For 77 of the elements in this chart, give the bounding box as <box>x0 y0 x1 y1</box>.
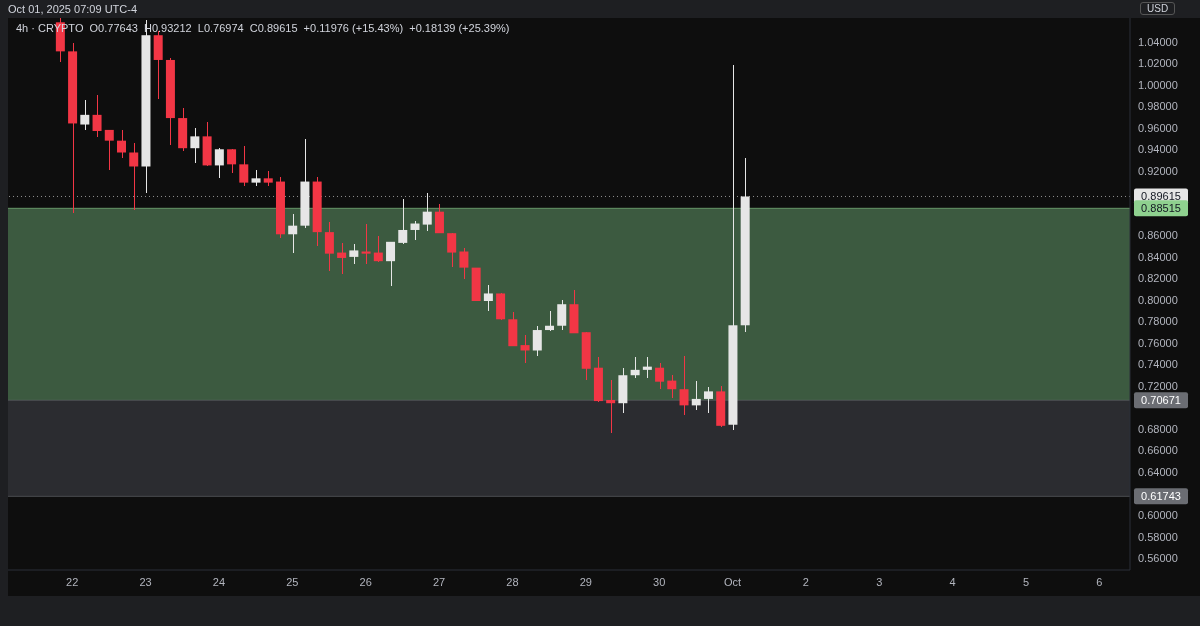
y-tick-label: 0.80000 <box>1138 293 1178 306</box>
candlestick <box>691 379 701 411</box>
x-tick-label: 25 <box>286 575 299 588</box>
y-axis-title: USD <box>1140 2 1176 15</box>
candlestick <box>447 232 457 268</box>
y-tick-label: 0.76000 <box>1138 336 1178 349</box>
y-tick-label: 0.98000 <box>1138 100 1178 113</box>
y-tick-label: 1.04000 <box>1138 35 1178 48</box>
x-tick-label: 24 <box>212 575 226 588</box>
candlestick <box>667 374 677 399</box>
y-tick-label: 0.92000 <box>1138 164 1178 177</box>
ref-line-label: 0.89615 <box>1141 190 1181 203</box>
y-tick-label: 0.86000 <box>1138 229 1178 242</box>
x-tick-label: 28 <box>506 575 519 588</box>
y-tick-label: 1.02000 <box>1138 57 1178 70</box>
x-tick-label: 4 <box>949 575 956 588</box>
candlestick <box>227 148 237 174</box>
y-tick-label: 0.68000 <box>1138 422 1178 435</box>
candlestick <box>545 309 555 332</box>
x-tick-label: 3 <box>876 575 883 588</box>
ref-line-label: 0.88515 <box>1141 202 1181 215</box>
y-tick-label: 0.58000 <box>1138 530 1178 543</box>
y-tick-label: 0.84000 <box>1138 250 1178 263</box>
candlestick <box>373 235 383 264</box>
candlestick <box>422 192 432 232</box>
candlestick <box>337 242 347 275</box>
candlestick <box>324 221 334 272</box>
candlestick <box>642 356 652 380</box>
y-tick-label: 1.00000 <box>1138 78 1178 91</box>
candlestick <box>703 386 713 414</box>
candlestick <box>214 147 224 180</box>
x-tick-label: Oct <box>724 575 742 588</box>
candlestick <box>679 355 689 416</box>
candlestick <box>606 378 616 435</box>
y-tick-label: 0.94000 <box>1138 143 1178 156</box>
candlestick <box>190 127 200 165</box>
x-tick-label: 26 <box>359 575 372 588</box>
x-tick-label: 6 <box>1096 575 1103 588</box>
candlestick <box>520 334 530 365</box>
y-tick-label: 0.64000 <box>1138 465 1178 478</box>
x-tick-label: 23 <box>139 575 152 588</box>
candlestick <box>386 241 396 287</box>
y-tick-label: 0.72000 <box>1138 379 1178 392</box>
candlestick <box>239 145 249 187</box>
y-tick-label: 0.82000 <box>1138 272 1178 285</box>
candlestick <box>410 220 420 241</box>
x-tick-label: 2 <box>802 575 809 588</box>
candlestick <box>288 213 298 254</box>
candlestick <box>117 129 126 159</box>
candlestick <box>92 94 102 139</box>
candlestick <box>398 198 408 245</box>
x-tick-label: 30 <box>653 575 666 588</box>
ref-line-label: 0.70671 <box>1141 394 1181 407</box>
candlestick <box>434 203 444 234</box>
y-tick-label: 0.66000 <box>1138 444 1178 457</box>
x-tick-label: 29 <box>579 575 592 588</box>
y-tick-label: 0.78000 <box>1138 315 1178 328</box>
candlestick <box>361 222 371 266</box>
candlestick <box>459 247 469 281</box>
x-tick-label: 5 <box>1022 575 1030 588</box>
candlestick <box>557 299 567 331</box>
candlestick <box>80 99 90 131</box>
y-tick-label: 0.74000 <box>1138 358 1178 371</box>
text: Oct 01, 2025 07:09 UTC-4 <box>8 3 138 15</box>
candlestick <box>349 243 359 266</box>
x-tick-label: 27 <box>432 575 446 588</box>
candlestick <box>104 129 114 171</box>
x-tick-label: 22 <box>66 575 79 588</box>
ref-line-label: 0.61743 <box>1141 490 1181 503</box>
candlestick <box>655 362 665 390</box>
candlestick <box>630 356 640 380</box>
y-tick-label: 0.60000 <box>1138 509 1178 522</box>
candlestick <box>532 324 542 357</box>
candlestick <box>129 142 139 211</box>
candlestick <box>483 284 493 312</box>
y-tick-label: 0.96000 <box>1138 121 1178 134</box>
y-tick-label: 0.56000 <box>1138 552 1178 565</box>
